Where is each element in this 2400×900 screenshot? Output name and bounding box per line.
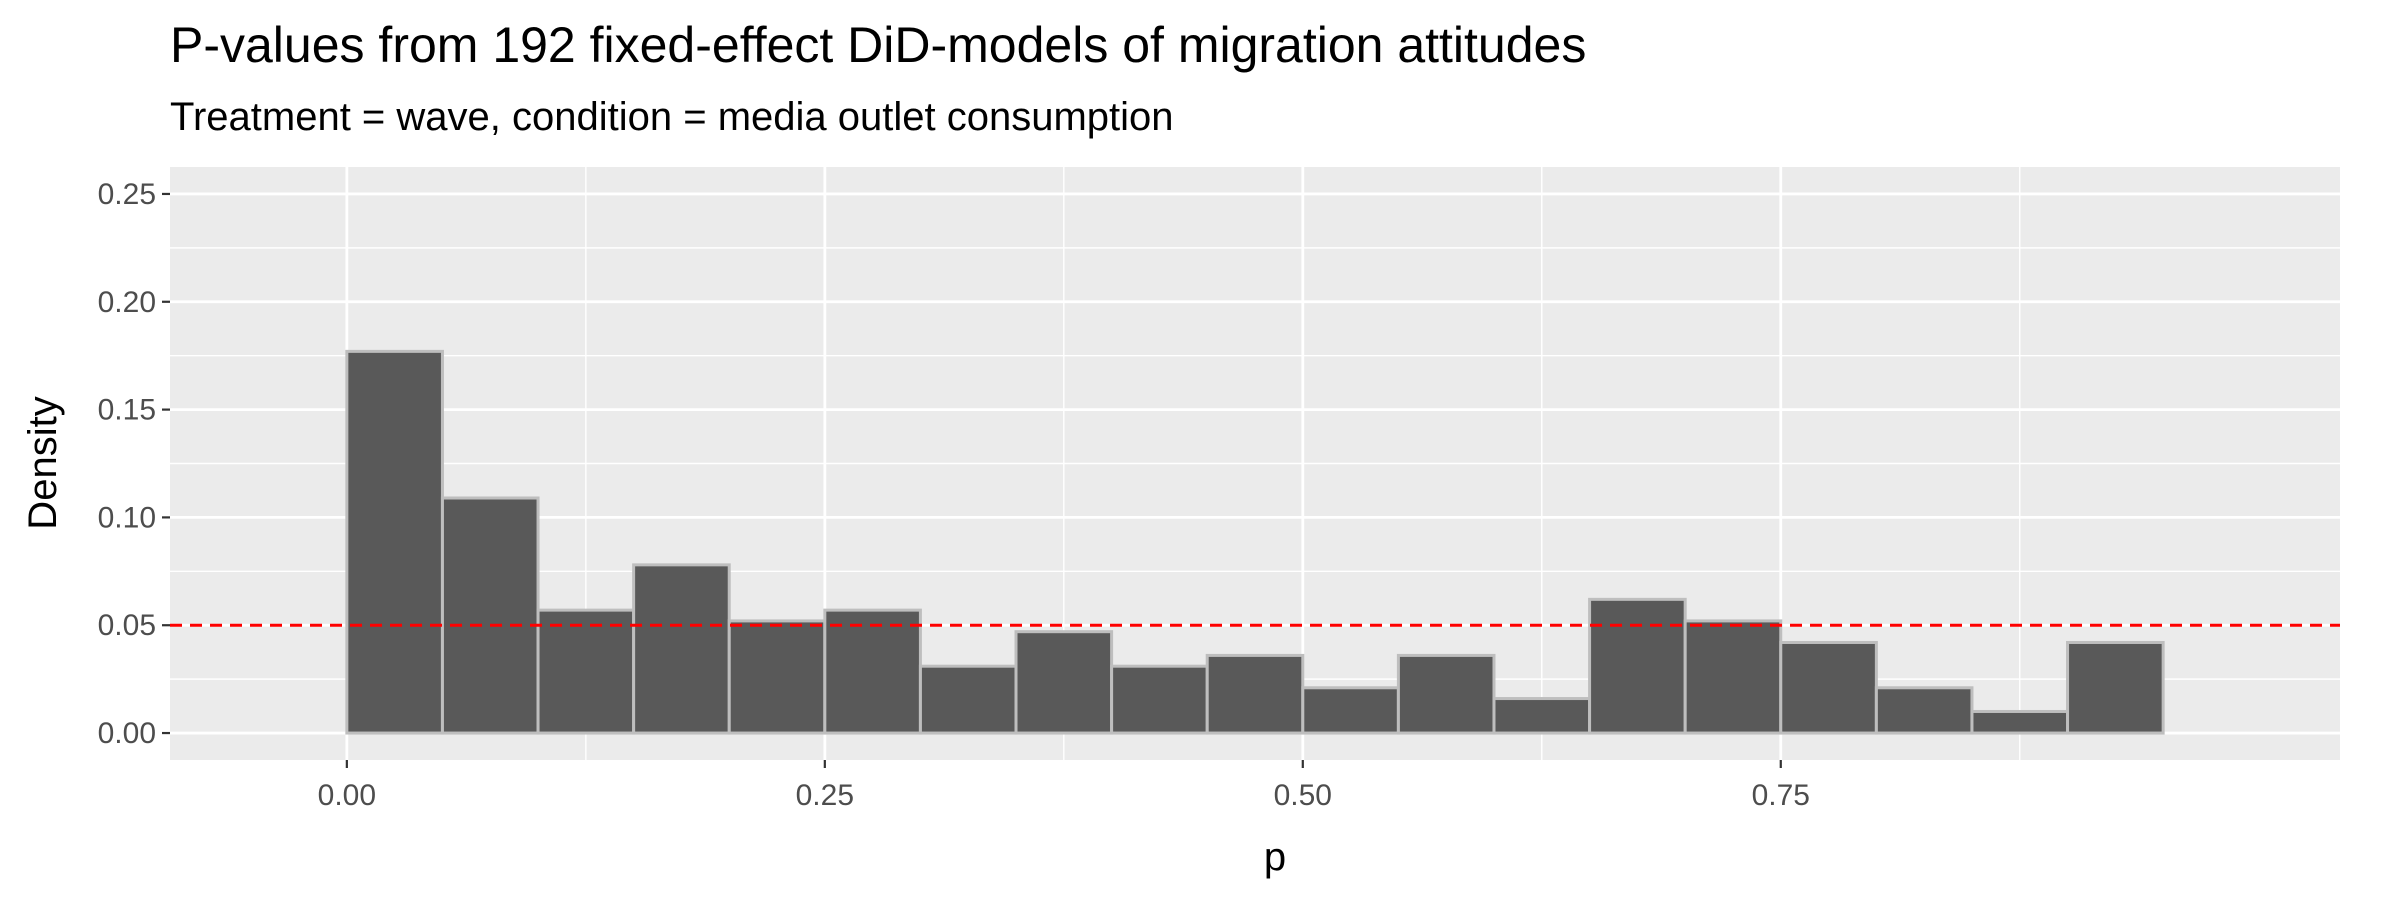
histogram-bar xyxy=(1779,640,1878,735)
y-tick-label: 0.20 xyxy=(98,286,156,319)
histogram-bar xyxy=(1301,686,1400,735)
histogram-bar xyxy=(918,664,1018,735)
x-tick-label: 0.25 xyxy=(796,779,854,812)
histogram-bar xyxy=(1396,653,1496,735)
y-tick-label: 0.25 xyxy=(98,178,156,211)
chart-title: P-values from 192 fixed-effect DiD-model… xyxy=(170,17,1586,73)
x-tick-label: 0.50 xyxy=(1274,779,1332,812)
histogram-bar xyxy=(632,563,731,735)
x-axis: 0.00 0.25 0.50 0.75 xyxy=(318,760,1810,812)
x-tick-label: 0.75 xyxy=(1752,779,1810,812)
y-tick-label: 0.05 xyxy=(98,609,156,642)
histogram-bar xyxy=(727,619,827,735)
y-axis: 0.00 0.05 0.10 0.15 0.20 0.25 xyxy=(98,178,170,750)
histogram-bar xyxy=(1492,697,1592,735)
histogram-bars xyxy=(345,349,2165,735)
histogram-bar xyxy=(345,349,444,735)
histogram-bar xyxy=(823,608,922,735)
histogram-bar xyxy=(1970,709,2070,735)
y-tick-label: 0.00 xyxy=(98,717,156,750)
chart-subtitle: Treatment = wave, condition = media outl… xyxy=(170,95,1174,139)
histogram-bar xyxy=(1683,619,1783,735)
x-axis-title: p xyxy=(1264,835,1286,879)
histogram-bar xyxy=(1588,597,1687,735)
y-tick-label: 0.15 xyxy=(98,394,156,427)
histogram-bar xyxy=(440,496,540,735)
histogram-bar xyxy=(1205,653,1305,735)
y-tick-label: 0.10 xyxy=(98,501,156,534)
histogram-bar xyxy=(1874,686,1974,735)
histogram-bar xyxy=(1110,664,1209,735)
y-axis-title: Density xyxy=(21,396,65,529)
histogram-bar xyxy=(1014,630,1114,735)
x-tick-label: 0.00 xyxy=(318,779,376,812)
histogram-bar xyxy=(536,608,636,735)
histogram-bar xyxy=(2066,640,2165,735)
